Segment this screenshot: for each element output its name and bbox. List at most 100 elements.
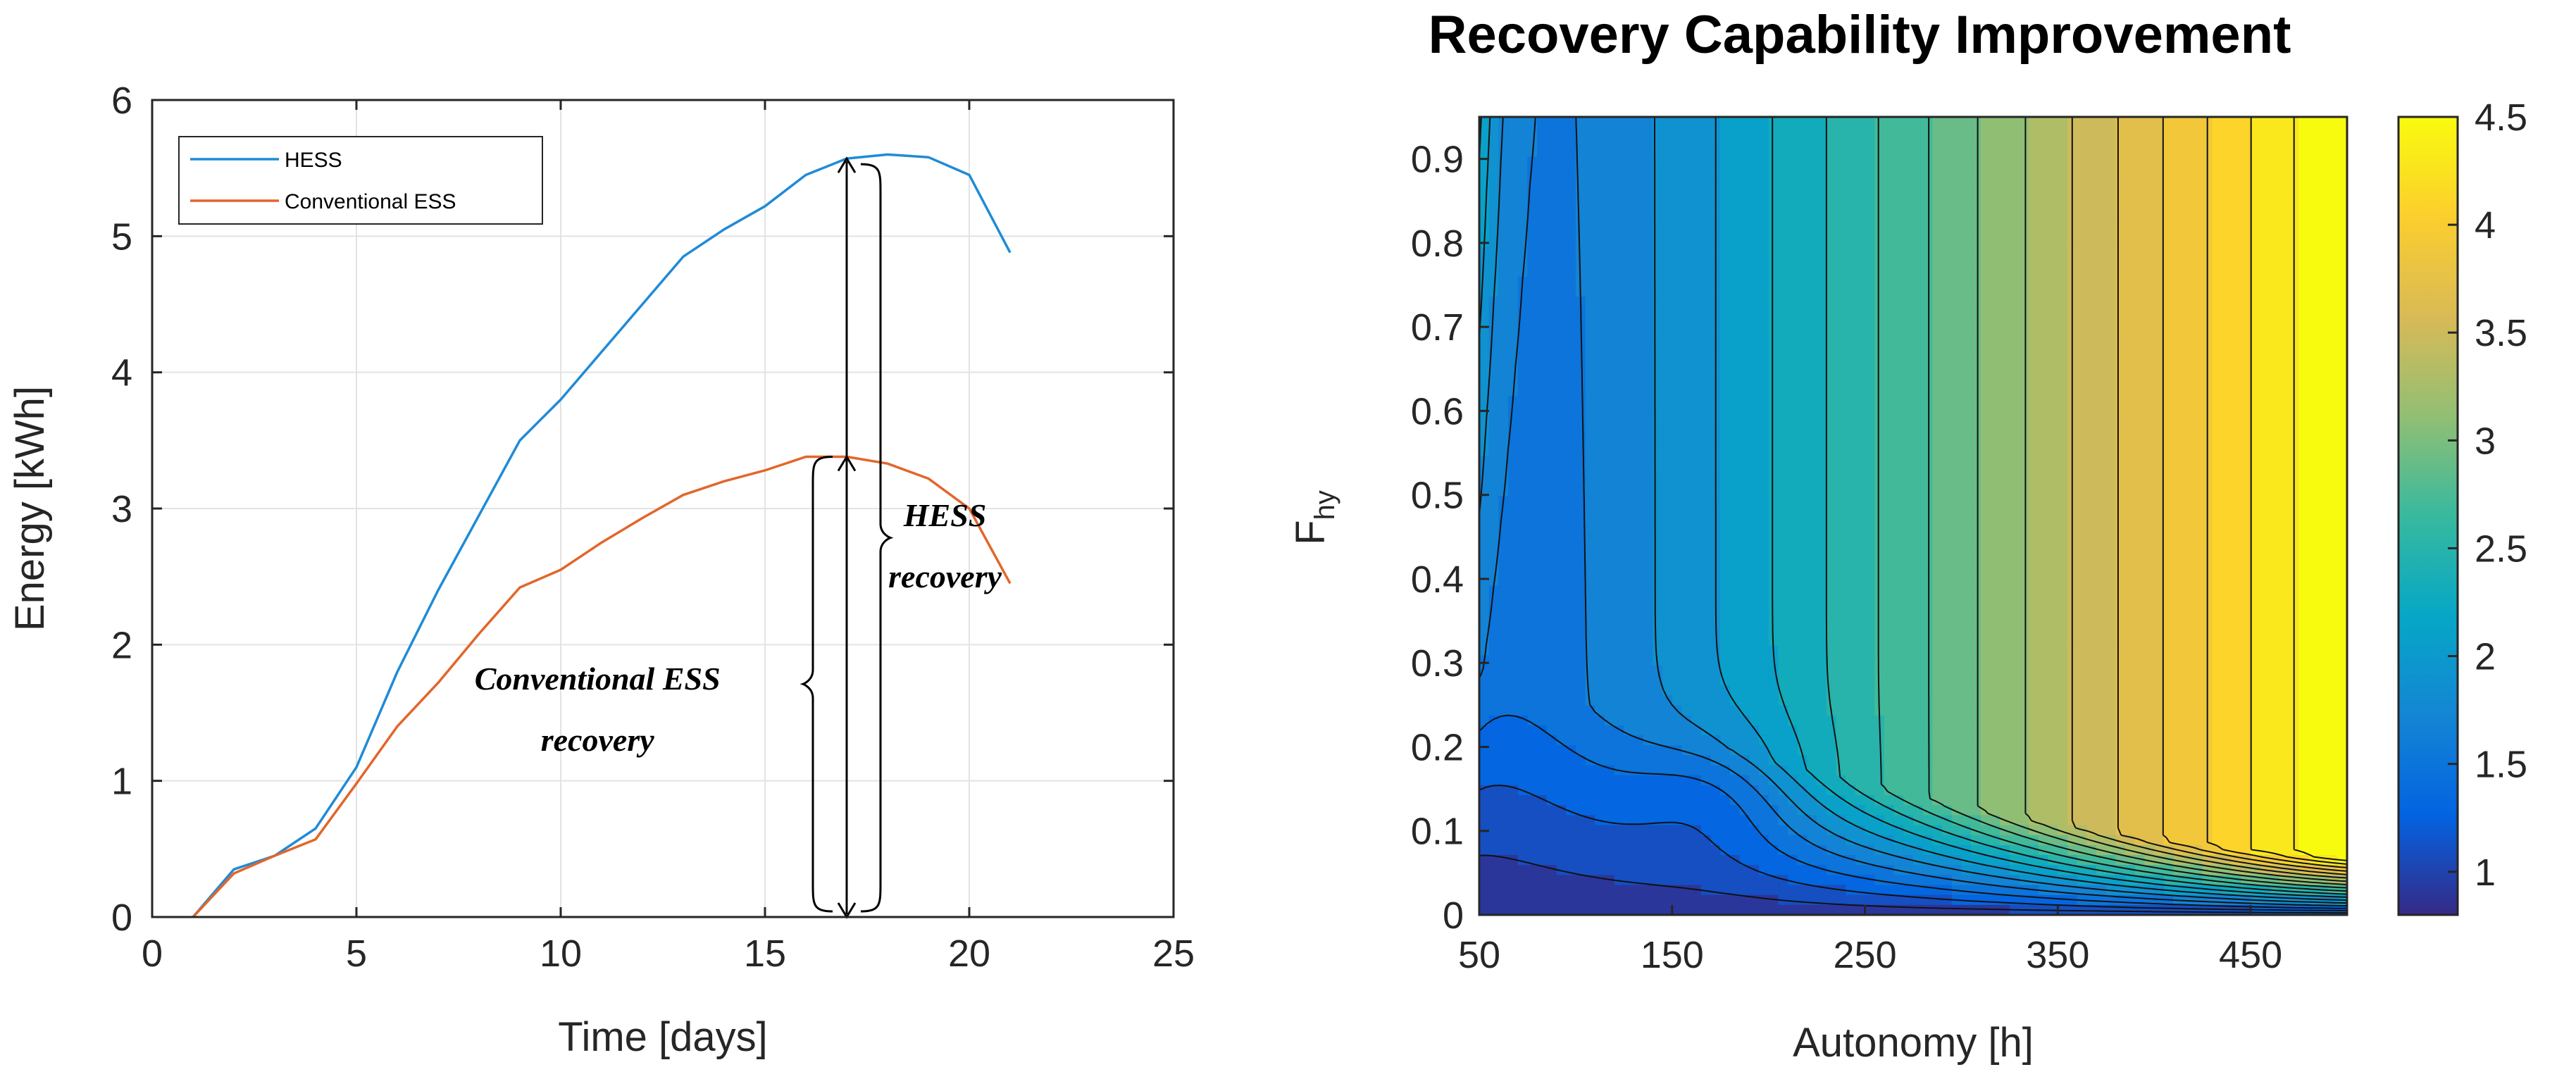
contour-cell	[1865, 226, 1876, 237]
contour-cell	[1768, 247, 1779, 258]
contour-cell	[2058, 286, 2068, 297]
contour-cell	[2038, 256, 2049, 268]
contour-cell	[1855, 376, 1866, 387]
contour-cell	[2000, 616, 2010, 627]
contour-cell	[1980, 346, 1991, 357]
contour-cell	[1643, 466, 1654, 477]
contour-cell	[2019, 436, 2030, 447]
contour-cell	[2019, 475, 2030, 487]
contour-cell	[1720, 426, 1731, 437]
contour-cell	[2173, 137, 2184, 148]
contour-cell	[1951, 256, 1962, 268]
contour-cell	[2192, 635, 2203, 647]
contour-cell	[1778, 166, 1788, 177]
contour-cell	[1604, 316, 1615, 328]
contour-cell	[1768, 475, 1779, 487]
contour-cell	[1653, 486, 1663, 497]
contour-cell	[2125, 416, 2136, 427]
contour-cell	[1990, 456, 2001, 467]
contour-cell	[1720, 605, 1731, 616]
contour-cell	[1729, 396, 1741, 407]
contour-cell	[2298, 197, 2310, 208]
contour-cell	[1903, 416, 1914, 427]
contour-cell	[2058, 276, 2068, 287]
contour-cell	[1826, 525, 1837, 537]
contour-cell	[1922, 456, 1934, 467]
contour-cell	[1826, 356, 1837, 367]
contour-cell	[2260, 635, 2271, 647]
contour-cell	[1595, 506, 1605, 517]
contour-cell	[2163, 486, 2174, 497]
contour-cell	[1614, 176, 1625, 187]
contour-cell	[2048, 356, 2059, 367]
contour-cell	[1961, 176, 1972, 187]
contour-cell	[1575, 236, 1586, 247]
contour-cell	[1691, 276, 1702, 287]
contour-cell	[1913, 336, 1924, 347]
contour-cell	[1729, 336, 1741, 347]
contour-cell	[1980, 556, 1991, 567]
contour-cell	[1527, 316, 1538, 328]
contour-cell	[2105, 166, 2117, 177]
contour-cell	[2241, 276, 2251, 287]
contour-cell	[1729, 506, 1741, 517]
contour-cell	[1778, 256, 1788, 268]
contour-cell	[1797, 616, 1808, 627]
contour-cell	[1634, 605, 1644, 616]
contour-cell	[1884, 466, 1895, 477]
contour-cell	[2192, 616, 2203, 627]
contour-cell	[2192, 216, 2203, 227]
contour-cell	[1585, 156, 1596, 168]
contour-cell	[1942, 426, 1953, 437]
contour-cell	[1913, 326, 1924, 337]
contour-cell	[2241, 545, 2251, 556]
contour-cell	[1951, 566, 1962, 577]
contour-cell	[2251, 336, 2261, 347]
contour-cell	[1739, 127, 1750, 138]
contour-cell	[1517, 416, 1529, 427]
contour-cell	[2096, 266, 2107, 277]
contour-cell	[1778, 406, 1788, 417]
contour-cell	[2173, 306, 2184, 318]
contour-cell	[1758, 436, 1769, 447]
contour-cell	[1537, 625, 1548, 637]
contour-cell	[1604, 356, 1615, 367]
contour-cell	[1826, 506, 1837, 517]
contour-cell	[1768, 356, 1779, 367]
contour-cell	[1575, 146, 1586, 158]
contour-cell	[2251, 466, 2261, 477]
contour-cell	[2231, 256, 2242, 268]
contour-cell	[1720, 256, 1731, 268]
contour-cell	[1643, 336, 1654, 347]
contour-cell	[2251, 406, 2261, 417]
contour-cell	[1874, 226, 1885, 237]
contour-cell	[1700, 506, 1712, 517]
contour-cell	[2308, 346, 2319, 357]
contour-cell	[2144, 216, 2155, 227]
contour-cell	[2144, 276, 2155, 287]
contour-cell	[1556, 216, 1567, 227]
contour-cell	[1556, 247, 1567, 258]
contour-cell	[1758, 566, 1769, 577]
contour-cell	[1634, 535, 1644, 547]
contour-cell	[1700, 296, 1712, 307]
contour-cell	[1980, 466, 1991, 477]
contour-cell	[1604, 545, 1615, 556]
contour-cell	[1488, 187, 1500, 198]
contour-cell	[1865, 146, 1876, 158]
contour-cell	[1749, 226, 1760, 237]
contour-cell	[1749, 516, 1760, 527]
contour-cell	[1566, 156, 1576, 168]
contour-cell	[2105, 336, 2117, 347]
contour-cell	[1855, 346, 1866, 357]
contour-cell	[1691, 436, 1702, 447]
contour-cell	[1788, 216, 1798, 227]
contour-cell	[2308, 605, 2319, 616]
contour-cell	[1932, 266, 1943, 277]
contour-cell	[2183, 566, 2194, 577]
contour-cell	[2183, 366, 2194, 378]
contour-cell	[2163, 286, 2174, 297]
contour-cell	[1893, 206, 1905, 218]
contour-cell	[1913, 406, 1924, 417]
contour-cell	[1826, 286, 1837, 297]
